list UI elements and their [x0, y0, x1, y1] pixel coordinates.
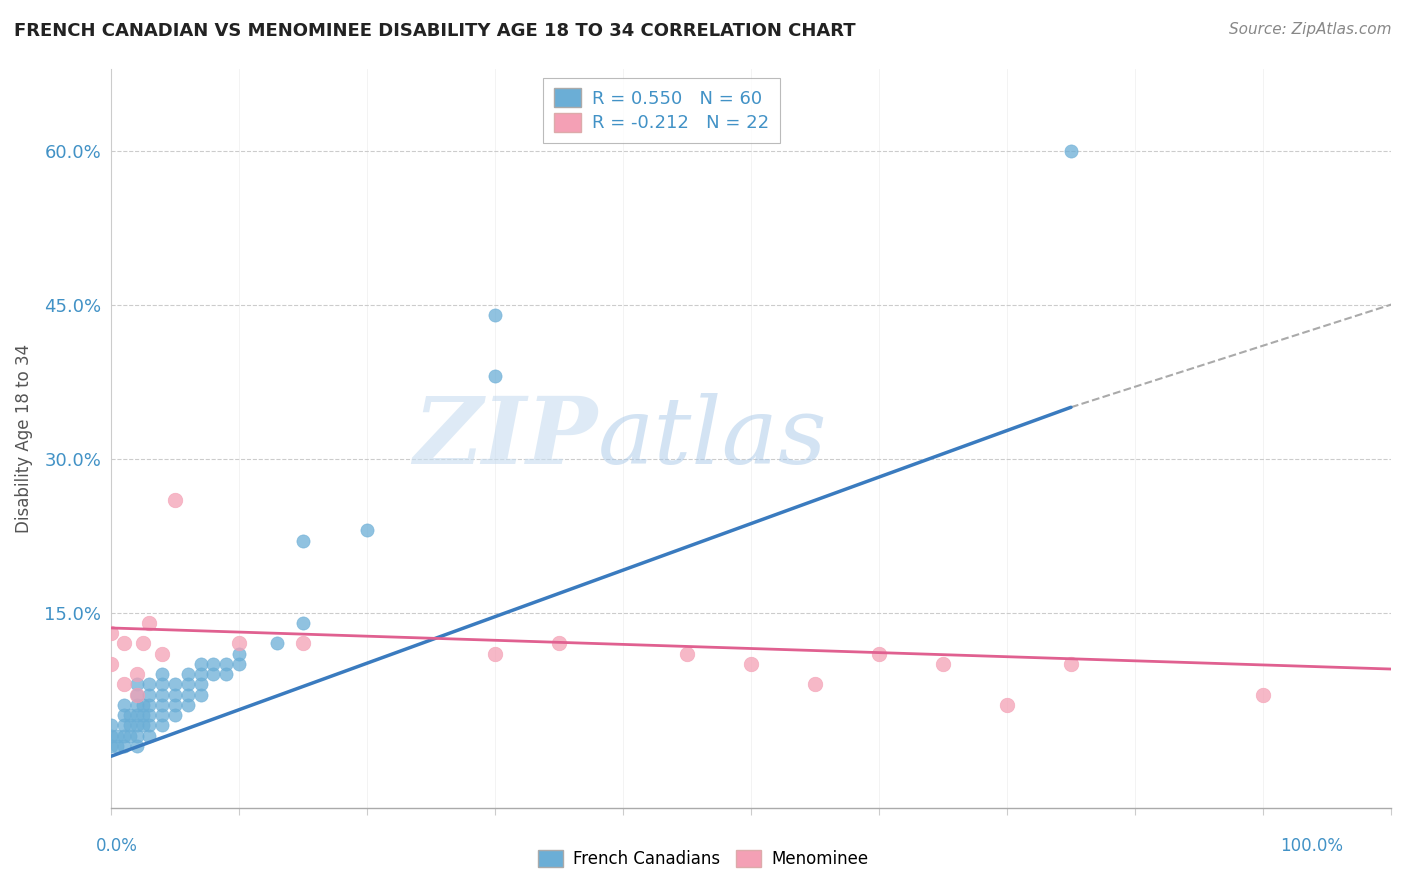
Point — [202, 667, 225, 681]
Point — [150, 647, 173, 661]
Point — [150, 708, 173, 723]
Point — [132, 708, 155, 723]
Point — [125, 718, 148, 732]
Point — [163, 677, 186, 691]
Point — [177, 677, 200, 691]
Point — [163, 708, 186, 723]
Point — [100, 729, 122, 743]
Point — [125, 667, 148, 681]
Point — [202, 657, 225, 671]
Point — [120, 729, 142, 743]
Point — [228, 647, 250, 661]
Point — [740, 657, 762, 671]
Point — [868, 647, 890, 661]
Text: 100.0%: 100.0% — [1279, 837, 1343, 855]
Point — [125, 677, 148, 691]
Point — [138, 718, 160, 732]
Point — [548, 636, 571, 650]
Point — [125, 739, 148, 753]
Y-axis label: Disability Age 18 to 34: Disability Age 18 to 34 — [15, 343, 32, 533]
Point — [125, 688, 148, 702]
Point — [138, 615, 160, 630]
Point — [190, 657, 212, 671]
Point — [112, 739, 135, 753]
Point — [125, 729, 148, 743]
Point — [177, 698, 200, 712]
Point — [112, 708, 135, 723]
Point — [112, 718, 135, 732]
Text: FRENCH CANADIAN VS MENOMINEE DISABILITY AGE 18 TO 34 CORRELATION CHART: FRENCH CANADIAN VS MENOMINEE DISABILITY … — [14, 22, 856, 40]
Point — [1060, 657, 1083, 671]
Point — [291, 533, 314, 548]
Point — [228, 636, 250, 650]
Point — [112, 636, 135, 650]
Point — [132, 718, 155, 732]
Point — [100, 657, 122, 671]
Point — [138, 729, 160, 743]
Point — [125, 698, 148, 712]
Point — [190, 688, 212, 702]
Point — [112, 677, 135, 691]
Point — [125, 708, 148, 723]
Point — [163, 698, 186, 712]
Text: atlas: atlas — [598, 393, 827, 483]
Point — [163, 688, 186, 702]
Point — [356, 524, 378, 538]
Point — [120, 718, 142, 732]
Legend: R = 0.550   N = 60, R = -0.212   N = 22: R = 0.550 N = 60, R = -0.212 N = 22 — [543, 78, 780, 144]
Point — [132, 698, 155, 712]
Point — [291, 615, 314, 630]
Point — [266, 636, 288, 650]
Point — [138, 708, 160, 723]
Point — [150, 718, 173, 732]
Point — [484, 308, 506, 322]
Text: ZIP: ZIP — [413, 393, 598, 483]
Point — [112, 729, 135, 743]
Point — [138, 698, 160, 712]
Point — [190, 667, 212, 681]
Legend: French Canadians, Menominee: French Canadians, Menominee — [531, 843, 875, 875]
Point — [163, 492, 186, 507]
Point — [932, 657, 955, 671]
Point — [138, 677, 160, 691]
Point — [150, 688, 173, 702]
Text: Source: ZipAtlas.com: Source: ZipAtlas.com — [1229, 22, 1392, 37]
Point — [100, 718, 122, 732]
Point — [138, 688, 160, 702]
Point — [150, 677, 173, 691]
Point — [215, 667, 238, 681]
Point — [484, 647, 506, 661]
Point — [105, 729, 128, 743]
Point — [112, 698, 135, 712]
Point — [804, 677, 827, 691]
Point — [1251, 688, 1274, 702]
Point — [177, 688, 200, 702]
Point — [995, 698, 1018, 712]
Point — [132, 636, 155, 650]
Text: 0.0%: 0.0% — [96, 837, 138, 855]
Point — [105, 739, 128, 753]
Point — [150, 667, 173, 681]
Point — [228, 657, 250, 671]
Point — [100, 626, 122, 640]
Point — [125, 688, 148, 702]
Point — [150, 698, 173, 712]
Point — [291, 636, 314, 650]
Point — [100, 739, 122, 753]
Point — [120, 708, 142, 723]
Point — [1060, 144, 1083, 158]
Point — [676, 647, 699, 661]
Point — [177, 667, 200, 681]
Point — [484, 369, 506, 384]
Point — [215, 657, 238, 671]
Point — [190, 677, 212, 691]
